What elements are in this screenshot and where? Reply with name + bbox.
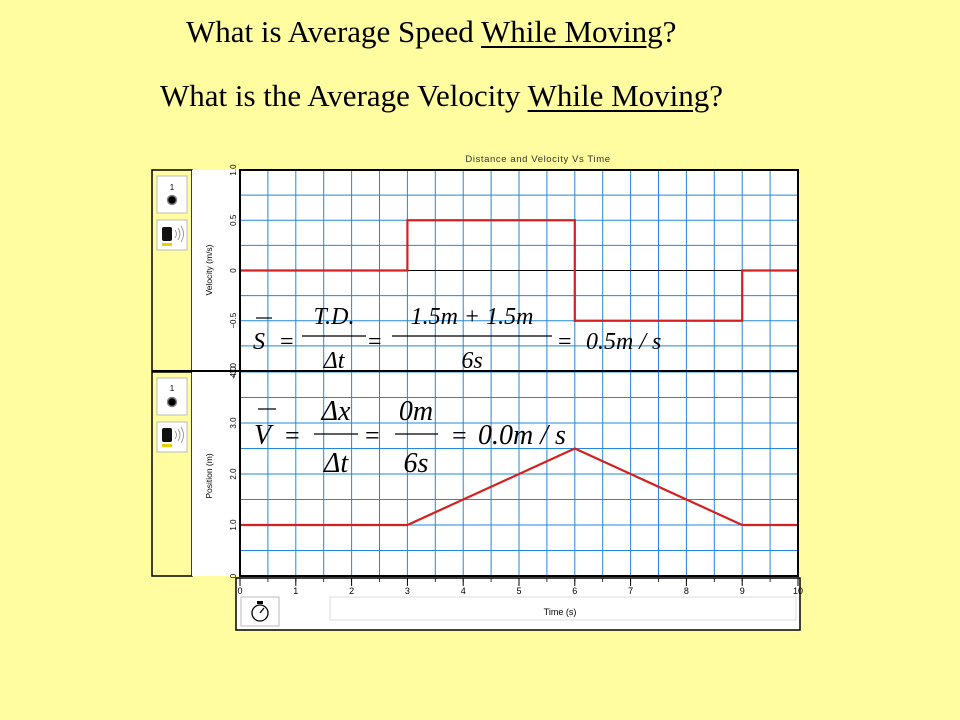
velocity-result: 0.0m / s bbox=[478, 420, 566, 451]
chart-title: Distance and Velocity Vs Time bbox=[465, 154, 610, 165]
record-button-2[interactable] bbox=[156, 377, 188, 416]
headline-average-velocity: What is the Average Velocity While Movin… bbox=[160, 78, 723, 114]
velocity-frac1-num: Δx bbox=[321, 396, 351, 427]
time-tick-label: 5 bbox=[516, 586, 521, 596]
headline-average-speed: What is Average Speed While Moving? bbox=[186, 14, 676, 50]
record-button-icon bbox=[166, 194, 178, 206]
time-tick-label: 10 bbox=[793, 586, 803, 596]
time-tick-label: 0 bbox=[237, 586, 242, 596]
position-y-tick-label: 1.0 bbox=[229, 519, 238, 531]
velocity-symbol: V bbox=[254, 420, 274, 451]
record-button-icon-2 bbox=[166, 396, 178, 408]
bottom-panel-controls: 1 bbox=[156, 377, 188, 453]
time-tick-label: 9 bbox=[740, 586, 745, 596]
average-velocity-equation: V = Δx Δt = 0m 6s = 0.0m / s bbox=[254, 396, 566, 479]
top-panel-controls: 1 bbox=[156, 175, 188, 251]
stopwatch-icon bbox=[251, 601, 269, 622]
channel-label-2: 1 bbox=[170, 384, 175, 393]
position-axis-label: Position (m) bbox=[204, 453, 214, 499]
speed-frac2-den: 6s bbox=[461, 348, 482, 374]
speed-frac2-num: 1.5m + 1.5m bbox=[411, 304, 534, 330]
time-tick-label: 6 bbox=[572, 586, 577, 596]
velocity-y-tick-label: 1.0 bbox=[229, 164, 238, 176]
motion-sensor-icon-2 bbox=[162, 426, 184, 447]
time-tick-label: 4 bbox=[461, 586, 466, 596]
speed-frac1-num: T.D. bbox=[314, 304, 355, 330]
time-axis-ticks: 0 1 2 3 4 5 6 7 8 9 10 bbox=[237, 578, 803, 596]
speed-frac1-den: Δt bbox=[323, 348, 346, 374]
velocity-y-tick-label: 0.5 bbox=[229, 214, 238, 226]
velocity-frac2-num: 0m bbox=[399, 396, 433, 427]
speed-symbol: S bbox=[253, 329, 265, 355]
velocity-frac2-den: 6s bbox=[404, 448, 429, 479]
position-y-tick-label: 2.0 bbox=[229, 468, 238, 480]
time-tick-label: 7 bbox=[628, 586, 633, 596]
velocity-eq-1: = bbox=[285, 421, 300, 450]
position-y-tick-label: 3.0 bbox=[229, 417, 238, 429]
plot-frame bbox=[239, 169, 799, 577]
headline-2-suffix: ? bbox=[709, 78, 724, 113]
average-speed-equation: S = T.D. Δt = 1.5m + 1.5m 6s = 0.5m / s bbox=[253, 304, 661, 374]
time-axis-label: Time (s) bbox=[544, 607, 577, 617]
velocity-eq-2: = bbox=[365, 421, 380, 450]
record-button[interactable] bbox=[156, 175, 188, 214]
headline-1-prefix: What is Average Speed bbox=[186, 14, 481, 49]
time-label-box bbox=[329, 596, 797, 621]
time-tick-label: 1 bbox=[293, 586, 298, 596]
y-axis-strip bbox=[192, 170, 240, 576]
speed-eq-2: = bbox=[368, 329, 382, 355]
velocity-frac1-den: Δt bbox=[323, 448, 349, 479]
headline-1-suffix: ? bbox=[662, 14, 677, 49]
headline-2-underlined: While Moving bbox=[527, 78, 710, 113]
velocity-eq-3: = bbox=[452, 421, 467, 450]
time-tick-label: 8 bbox=[684, 586, 689, 596]
headline-1-underlined: While Moving bbox=[480, 14, 663, 49]
velocity-trace bbox=[240, 219, 798, 322]
channel-label: 1 bbox=[170, 183, 175, 192]
velocity-y-tick-label: 0 bbox=[229, 268, 238, 273]
velocity-y-tick-label: −0.5 bbox=[229, 312, 238, 328]
time-tick-label: 2 bbox=[349, 586, 354, 596]
position-y-tick-label: 0 bbox=[229, 573, 238, 578]
motion-sensor-icon bbox=[162, 225, 184, 246]
speed-eq-1: = bbox=[280, 329, 294, 355]
velocity-axis-label: Velocity (m/s) bbox=[204, 244, 214, 295]
headline-2-prefix: What is the Average Velocity bbox=[160, 78, 528, 113]
time-tick-label: 3 bbox=[405, 586, 410, 596]
speed-eq-3: = bbox=[558, 329, 572, 355]
speed-result: 0.5m / s bbox=[586, 329, 661, 355]
